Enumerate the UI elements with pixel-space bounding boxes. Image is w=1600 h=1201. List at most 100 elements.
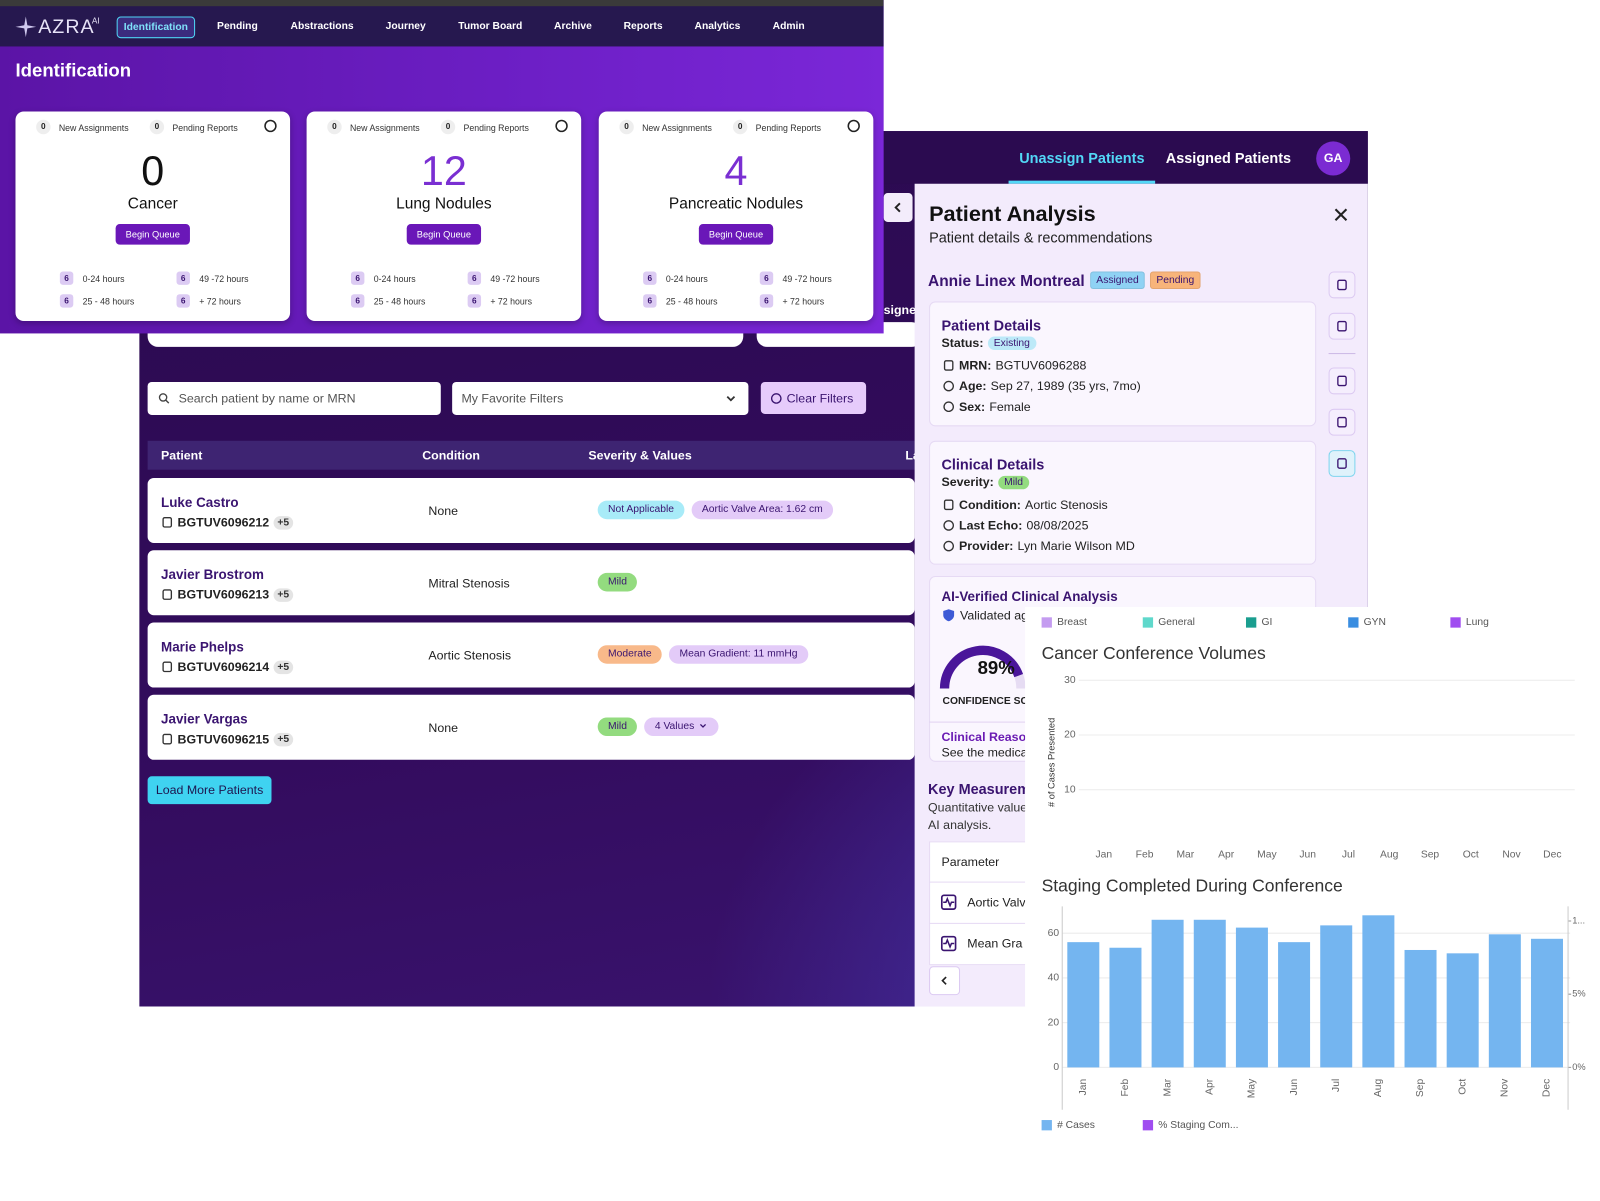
detail-field: Condition: Aortic Stenosis — [942, 498, 1108, 512]
back-button[interactable] — [929, 966, 961, 996]
chart-title: Cancer Conference Volumes — [1042, 643, 1266, 663]
icon — [1337, 279, 1347, 291]
confidence-label: CONFIDENCE SC — [942, 695, 1028, 708]
reasoning-title: Clinical Reaso — [941, 729, 1027, 745]
tag: 4 Values — [644, 717, 718, 737]
field-label: Provider: — [959, 538, 1014, 554]
mrn: BGTUV6096215 — [177, 731, 270, 747]
count-badge: 0 — [327, 119, 342, 135]
icon — [770, 392, 782, 404]
patient-badges: Assigned Pending — [1090, 271, 1201, 290]
x-tick-label: Jun — [1299, 849, 1316, 860]
patient-row[interactable]: Luke Castro BGTUV6096212 +5 None Not Applica… — [147, 477, 915, 543]
begin-queue-button[interactable]: Begin Queue — [698, 224, 774, 245]
bucket-count: 6 — [759, 294, 774, 308]
field-label: Sex: — [959, 399, 986, 414]
icon-shape — [264, 119, 277, 133]
measure-description: AI analysis. — [928, 817, 992, 833]
nav-item[interactable]: Reports — [623, 20, 663, 33]
y-tick-label: 20 — [1048, 1017, 1060, 1028]
icon-shape — [726, 396, 736, 402]
tab[interactable]: Assigned Patients — [1165, 149, 1292, 167]
icon-shape — [1337, 279, 1347, 291]
icon-shape — [1334, 208, 1348, 221]
x-tick-label: Sep — [1421, 849, 1440, 860]
tag-text: Mild — [608, 576, 627, 588]
nav-item[interactable]: Identification — [116, 16, 196, 39]
bucket-count: 6 — [350, 294, 365, 308]
icon — [162, 589, 173, 600]
icon — [941, 976, 947, 985]
y-axis-label: # of Cases Presented — [1046, 718, 1056, 807]
x-tick-label: Jan — [1095, 849, 1112, 860]
icon — [894, 202, 901, 213]
nav-item[interactable]: Abstractions — [290, 20, 354, 33]
gauge-label: 89% — [978, 657, 1016, 678]
icon — [555, 119, 568, 133]
tags: Mild 4 Values — [597, 717, 726, 737]
ai-heading: AI-Verified Clinical Analysis — [941, 588, 1118, 604]
nav-item[interactable]: Admin — [772, 20, 805, 33]
bucket-label: 25 - 48 hours — [373, 296, 426, 307]
tags: Not Applicable Aortic Valve Area: 1.62 cm — [597, 500, 841, 520]
status-line: Severity: Mild — [941, 475, 1030, 489]
icon — [158, 393, 170, 404]
side-tool[interactable] — [1328, 271, 1356, 299]
legend-label: GYN — [1364, 617, 1386, 628]
nav-item[interactable]: Tumor Board — [458, 20, 523, 33]
y-tick-label: 30 — [1064, 675, 1076, 686]
begin-queue-button[interactable]: Begin Queue — [115, 224, 190, 245]
tags: Moderate Mean Gradient: 11 mmHg — [597, 645, 815, 664]
side-tool[interactable] — [1328, 367, 1356, 395]
nav-item[interactable]: Archive — [553, 20, 592, 33]
bar — [1151, 919, 1184, 1068]
nav-item[interactable]: Journey — [385, 20, 426, 33]
load-more-button[interactable]: Load More Patients — [147, 776, 272, 805]
parameter: Mean Gra — [967, 936, 1023, 951]
tab[interactable]: Unassign Patients — [1019, 149, 1145, 167]
icon-shape — [943, 499, 954, 511]
bucket-label: 49 -72 hours — [782, 273, 832, 284]
bar — [1404, 949, 1437, 1068]
mrn: BGTUV6096213 — [177, 587, 270, 602]
bucket-count: 6 — [643, 271, 657, 285]
icon — [1334, 208, 1348, 221]
parameter: Aortic Valv — [967, 895, 1026, 910]
icon-shape — [1337, 458, 1347, 469]
count-label: Pending Reports — [463, 122, 529, 134]
bar — [1488, 934, 1521, 1068]
icon-shape — [555, 119, 568, 133]
charts-group: Cancer Conference Volumes 10 20 30 # of Case… — [1041, 617, 1586, 1131]
more-chip: +5 — [273, 732, 294, 746]
bar — [1530, 938, 1563, 1068]
icon — [726, 396, 736, 402]
collapse-button[interactable] — [883, 193, 913, 222]
condition: None — [428, 720, 459, 735]
panel-title: Patient Analysis — [929, 202, 1096, 227]
bucket-label: 0-24 hours — [82, 273, 125, 284]
begin-queue-button[interactable]: Begin Queue — [406, 224, 482, 245]
avatar[interactable]: GA — [1316, 141, 1351, 176]
hidden-text: signe — [883, 302, 917, 317]
condition: None — [428, 503, 459, 519]
nav-item[interactable]: Pending — [217, 20, 258, 33]
patient-mrn: BGTUV6096213 +5 — [161, 587, 294, 602]
side-tool[interactable] — [1328, 408, 1356, 436]
details-box — [929, 440, 1317, 565]
nav-item[interactable]: Analytics — [694, 20, 741, 33]
patient-row[interactable]: Javier Brostrom BGTUV6096213 +5 Mitral Sten… — [147, 550, 915, 616]
side-tool[interactable] — [1328, 312, 1356, 340]
close-button[interactable] — [1333, 206, 1350, 228]
patient-row[interactable]: Javier Vargas BGTUV6096215 +5 None Mild 4 Val… — [147, 694, 915, 760]
chart-title: Staging Completed During Conference — [1042, 875, 1343, 895]
side-tool[interactable] — [1328, 450, 1356, 477]
clear-filters-button[interactable]: Clear Filters — [760, 381, 867, 414]
search-input[interactable]: Search patient by name or MRN — [147, 381, 441, 415]
measure-row: Mean Gra — [940, 935, 1022, 952]
y2-tick-label: 0% — [1572, 1062, 1585, 1072]
patient-row[interactable]: Marie Phelps BGTUV6096214 +5 Aortic Stenosi… — [147, 622, 915, 688]
bucket-label: + 72 hours — [199, 296, 241, 307]
x-tick-label: May — [1257, 849, 1277, 860]
patient-name: Annie Linex Montreal — [928, 272, 1085, 291]
filter-select[interactable]: My Favorite Filters — [452, 381, 749, 415]
